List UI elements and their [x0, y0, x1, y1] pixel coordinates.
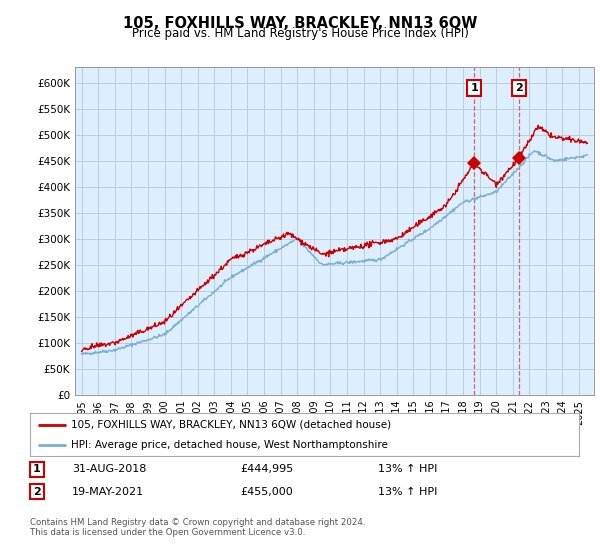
Text: Price paid vs. HM Land Registry's House Price Index (HPI): Price paid vs. HM Land Registry's House … [131, 27, 469, 40]
Text: 19-MAY-2021: 19-MAY-2021 [72, 487, 144, 497]
Text: 13% ↑ HPI: 13% ↑ HPI [378, 487, 437, 497]
Text: HPI: Average price, detached house, West Northamptonshire: HPI: Average price, detached house, West… [71, 440, 388, 450]
Text: 105, FOXHILLS WAY, BRACKLEY, NN13 6QW (detached house): 105, FOXHILLS WAY, BRACKLEY, NN13 6QW (d… [71, 419, 391, 430]
Text: £444,995: £444,995 [240, 464, 293, 474]
Text: 1: 1 [470, 83, 478, 93]
Text: 1: 1 [33, 464, 41, 474]
Text: 13% ↑ HPI: 13% ↑ HPI [378, 464, 437, 474]
Text: 2: 2 [33, 487, 41, 497]
Text: Contains HM Land Registry data © Crown copyright and database right 2024.
This d: Contains HM Land Registry data © Crown c… [30, 518, 365, 538]
Text: 31-AUG-2018: 31-AUG-2018 [72, 464, 146, 474]
Text: £455,000: £455,000 [240, 487, 293, 497]
Text: 2: 2 [515, 83, 523, 93]
Text: 105, FOXHILLS WAY, BRACKLEY, NN13 6QW: 105, FOXHILLS WAY, BRACKLEY, NN13 6QW [123, 16, 477, 31]
